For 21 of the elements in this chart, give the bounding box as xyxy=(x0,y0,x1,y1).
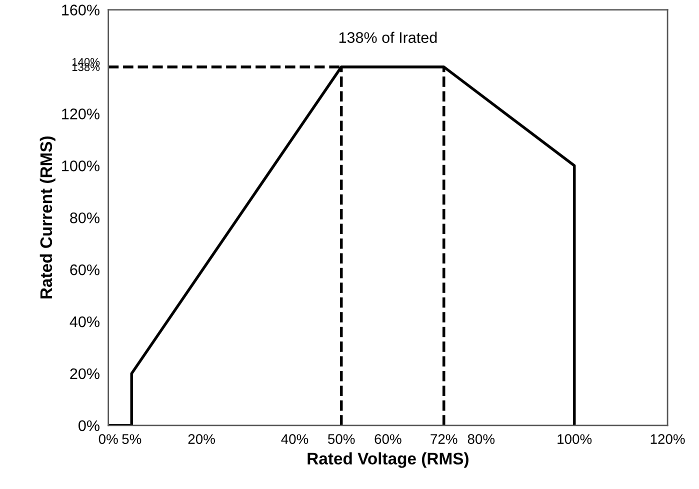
x-tick-label: 80% xyxy=(468,434,495,444)
x-tick-label: 50% xyxy=(328,434,355,444)
x-tick-label: 5% xyxy=(122,434,142,444)
y-tick-label: 80% xyxy=(70,212,100,224)
x-tick-label: 40% xyxy=(281,434,308,444)
y-tick-label: 100% xyxy=(62,160,100,172)
x-tick-label: 72% xyxy=(430,434,458,444)
y-tick-label: 20% xyxy=(70,368,100,380)
y-tick-label: 160% xyxy=(62,4,100,16)
x-tick-label: 60% xyxy=(374,434,402,444)
y-tick-label: 40% xyxy=(70,316,100,328)
y-tick-label: 120% xyxy=(62,108,100,120)
x-axis-title: Rated Voltage (RMS) xyxy=(308,452,468,468)
x-tick-label: 0% xyxy=(98,434,118,444)
x-tick-label: 120% xyxy=(650,434,685,444)
y-tick-label: 60% xyxy=(70,264,100,276)
x-tick-label: 20% xyxy=(188,434,215,444)
y-axis-title: Rated Current (RMS) xyxy=(40,136,56,298)
annotation: 138% of Irated xyxy=(339,32,437,43)
x-tick-label: 100% xyxy=(558,434,592,444)
y-tick-label: 0% xyxy=(78,420,100,432)
